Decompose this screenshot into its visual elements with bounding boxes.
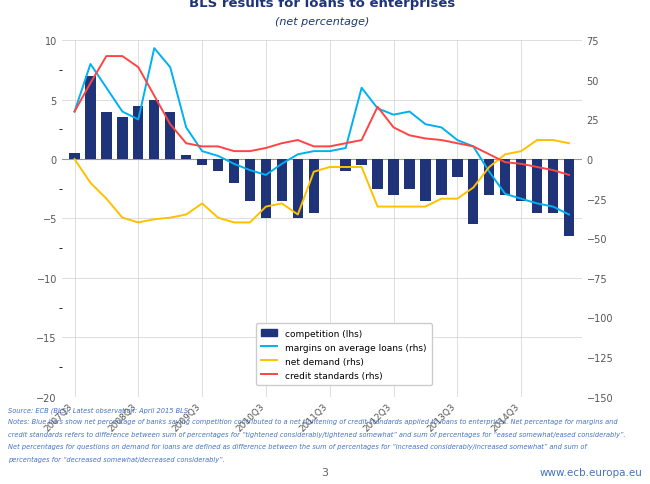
Bar — [149, 100, 159, 160]
Text: credit standards refers to difference between sum of percentages for “tightened : credit standards refers to difference be… — [8, 431, 625, 437]
Text: Net percentages for questions on demand for loans are defined as difference betw: Net percentages for questions on demand … — [8, 443, 586, 450]
Text: (net percentage): (net percentage) — [274, 16, 369, 27]
Text: 3: 3 — [322, 467, 328, 477]
Text: Notes: Blue bars show net percentage of banks saying competition contributed to : Notes: Blue bars show net percentage of … — [8, 418, 617, 424]
Bar — [516, 160, 526, 201]
Bar — [213, 160, 223, 172]
Legend: competition (lhs), margins on average loans (rhs), net demand (rhs), credit stan: competition (lhs), margins on average lo… — [256, 324, 432, 385]
Bar — [436, 160, 447, 195]
Bar — [388, 160, 398, 195]
Bar — [468, 160, 478, 225]
Bar — [500, 160, 510, 195]
Text: Impairments in Transmission and Summer measures: Impairments in Transmission and Summer m… — [8, 12, 482, 27]
Bar — [372, 160, 383, 189]
Bar — [356, 160, 367, 166]
Bar — [532, 160, 542, 213]
Bar — [261, 160, 271, 219]
Bar — [404, 160, 415, 189]
Text: www.ecb.europa.eu: www.ecb.europa.eu — [540, 467, 642, 477]
Bar — [421, 160, 430, 201]
Bar — [292, 160, 303, 219]
Bar — [341, 160, 351, 172]
Bar — [229, 160, 239, 183]
Text: Source: ECB (BLS). Latest observation: April 2015 BLS.: Source: ECB (BLS). Latest observation: A… — [8, 406, 190, 413]
Bar — [165, 112, 176, 160]
Bar — [133, 106, 144, 160]
Bar — [117, 118, 127, 160]
Bar — [452, 160, 463, 178]
Bar — [181, 156, 191, 160]
Bar — [197, 160, 207, 166]
Bar — [85, 76, 96, 160]
Bar — [245, 160, 255, 201]
Text: percentages for “decreased somewhat/decreased considerably”.: percentages for “decreased somewhat/decr… — [8, 456, 224, 462]
Text: BLS results for loans to enterprises: BLS results for loans to enterprises — [188, 0, 455, 10]
Bar — [70, 154, 80, 160]
Bar — [309, 160, 319, 213]
Bar — [484, 160, 495, 195]
Bar — [277, 160, 287, 201]
Bar — [564, 160, 574, 237]
Bar — [548, 160, 558, 213]
Bar — [101, 112, 112, 160]
